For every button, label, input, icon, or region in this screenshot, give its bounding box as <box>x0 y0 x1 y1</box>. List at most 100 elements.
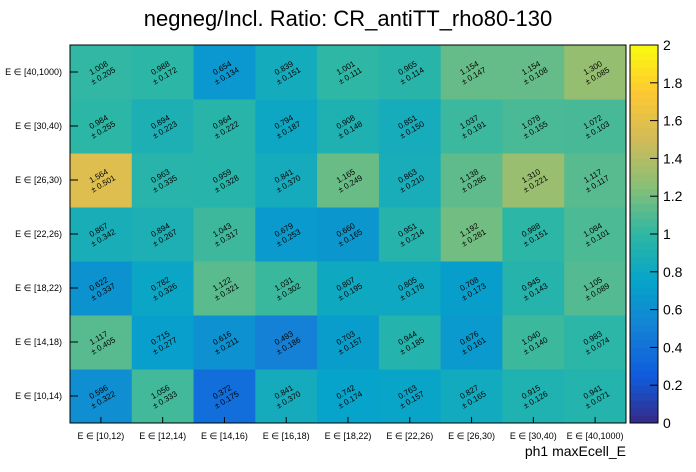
heatmap-cell <box>255 315 318 370</box>
heatmap-cell <box>317 45 380 100</box>
color-scale-label: 1.4 <box>663 150 683 166</box>
color-scale-band <box>630 135 658 144</box>
heatmap-cell <box>564 99 627 154</box>
heatmap-cell <box>502 99 565 154</box>
color-scale-band <box>630 45 658 53</box>
heatmap-cell <box>70 99 133 154</box>
heatmap-cell <box>70 369 133 424</box>
color-scale-band <box>630 52 658 61</box>
heatmap-cell <box>193 99 256 154</box>
color-scale-band <box>630 196 658 205</box>
color-scale-band <box>630 82 658 91</box>
color-scale-band <box>630 60 658 69</box>
x-tick-label: E ∈ [26,30) <box>448 431 495 441</box>
y-tick-label: E ∈ [26,30) <box>15 175 62 185</box>
heatmap-cell <box>255 153 318 208</box>
heatmap-cell <box>440 99 503 154</box>
color-scale-band <box>630 354 658 363</box>
color-scale-label: 1.8 <box>663 75 683 91</box>
heatmap-cell <box>440 153 503 208</box>
color-scale-band <box>630 332 658 341</box>
y-tick-label: E ∈ [40,1000) <box>5 67 62 77</box>
color-scale-band <box>630 347 658 356</box>
color-scale-band <box>630 249 658 258</box>
color-scale-label: 0.2 <box>663 377 683 393</box>
color-scale-label: 1.2 <box>663 188 683 204</box>
heatmap-cell <box>70 315 133 370</box>
color-scale-band <box>630 97 658 106</box>
x-tick-label: E ∈ [22,26) <box>386 431 433 441</box>
heatmap-cell <box>378 261 442 316</box>
color-scale-band <box>630 317 658 326</box>
heatmap-cells <box>70 45 627 424</box>
heatmap-cell <box>193 315 256 370</box>
color-scale-label: 0.6 <box>663 302 683 318</box>
heatmap-cell <box>317 207 380 262</box>
x-tick-label: E ∈ [14,16) <box>201 431 248 441</box>
color-scale-band <box>630 385 658 394</box>
heatmap-cell <box>502 261 565 316</box>
y-axis: E ∈ [10,14) E ∈ [14,18) E ∈ [18,22) E ∈ [22… <box>5 67 78 401</box>
heatmap-cell <box>317 153 380 208</box>
color-scale-band <box>630 324 658 333</box>
color-scale-band <box>630 158 658 167</box>
heatmap-cell <box>564 207 627 262</box>
color-scale-label: 2 <box>663 37 671 53</box>
color-scale-band <box>630 294 658 303</box>
heatmap-cell <box>255 261 318 316</box>
heatmap-cell <box>564 369 627 424</box>
color-scale-band <box>630 105 658 114</box>
color-scale-bar: 0 0.2 0.4 0.6 0.8 1 1.2 1.4 1.6 1.8 2 <box>629 37 683 431</box>
heatmap-cell <box>131 99 195 154</box>
heatmap-cell <box>255 207 318 262</box>
color-scale-band <box>630 241 658 250</box>
color-scale-band <box>630 120 658 129</box>
heatmap-cell <box>502 369 565 424</box>
color-scale-band <box>630 67 658 76</box>
heatmap-cell <box>70 207 133 262</box>
heatmap-cell <box>440 207 503 262</box>
color-scale-band <box>630 407 658 416</box>
color-scale-band <box>630 377 658 386</box>
heatmap-cell <box>255 45 318 100</box>
color-scale-band <box>630 165 658 174</box>
heatmap-cell <box>564 153 627 208</box>
color-scale-label: 1.6 <box>663 113 683 129</box>
y-tick-label: E ∈ [30,40) <box>15 121 62 131</box>
color-scale-band <box>630 415 658 424</box>
color-scale-band <box>630 392 658 401</box>
heatmap-cell <box>131 315 195 370</box>
color-scale-band <box>630 400 658 409</box>
color-scale-band <box>630 173 658 182</box>
x-tick-label: E ∈ [18,22) <box>325 431 372 441</box>
color-scale-band <box>630 90 658 99</box>
color-scale-band <box>630 309 658 318</box>
color-scale-band <box>630 234 658 242</box>
x-tick-label: E ∈ [40,1000) <box>567 431 624 441</box>
heatmap-cell <box>131 207 195 262</box>
color-scale-band <box>630 150 658 159</box>
heatmap-cell <box>317 315 380 370</box>
heatmap-cell <box>378 207 442 262</box>
heatmap-cell <box>317 369 380 424</box>
chart-title: negneg/Incl. Ratio: CR_antiTT_rho80-130 <box>143 6 553 31</box>
color-scale-band <box>630 339 658 348</box>
heatmap-cell <box>193 369 256 424</box>
y-tick-label: E ∈ [10,14) <box>15 391 62 401</box>
heatmap-cell <box>131 45 195 100</box>
heatmap-cell <box>502 153 565 208</box>
color-scale-band <box>630 143 658 152</box>
color-scale-band <box>630 113 658 121</box>
heatmap-cell <box>193 261 256 316</box>
y-tick-label: E ∈ [22,26) <box>15 229 62 239</box>
color-scale-label: 1 <box>663 226 671 242</box>
x-tick-label: E ∈ [30,40) <box>510 431 557 441</box>
color-scale-band <box>630 203 658 212</box>
heatmap-cell <box>564 45 627 100</box>
x-tick-label: E ∈ [12,14) <box>139 431 186 441</box>
heatmap-cell <box>131 369 195 424</box>
heatmap-cell <box>131 153 195 208</box>
y-tick-label: E ∈ [14,18) <box>15 337 62 347</box>
color-scale-band <box>630 271 658 280</box>
